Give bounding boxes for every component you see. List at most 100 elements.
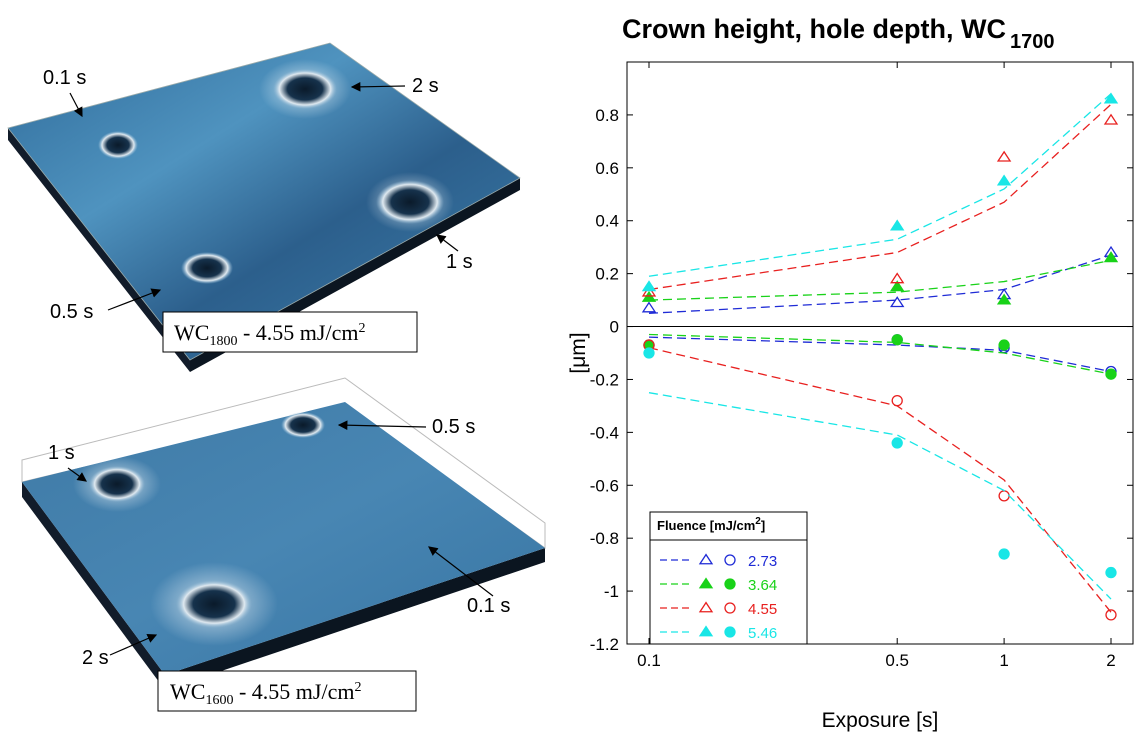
crater-1s	[89, 466, 145, 502]
label-0.5s: 0.5 s	[432, 416, 475, 438]
y-tick-label: 0.8	[595, 106, 619, 125]
caption-bottom: WC1600 - 4.55 mJ/cm2	[170, 679, 361, 708]
series-5.46	[641, 92, 1119, 600]
legend-triangle	[698, 553, 714, 565]
y-tick-label: -1.2	[590, 635, 619, 654]
legend: Fluence [mJ/cm2] 2.73 3.64 4.55 5.46	[649, 511, 808, 645]
crater-0.5s	[181, 252, 233, 284]
crown-point	[641, 280, 657, 292]
surface-top	[8, 43, 520, 360]
crown-point	[641, 285, 657, 297]
surface-side-left	[22, 482, 165, 690]
legend-circle	[724, 602, 736, 614]
legend-label: 2.73	[748, 553, 777, 570]
surface-side-front	[165, 548, 545, 690]
legend-triangle	[698, 601, 714, 613]
hole-point	[1105, 368, 1117, 380]
hole-fit-line	[648, 392, 1112, 600]
legend-label: 4.55	[748, 601, 777, 618]
label-0.1s: 0.1 s	[467, 595, 510, 617]
label-1s: 1 s	[446, 251, 473, 273]
legend-circle	[724, 626, 736, 638]
legend-circle	[724, 578, 736, 590]
y-tick-label: -0.2	[590, 370, 619, 389]
crown-point	[890, 296, 905, 308]
crown-point	[996, 174, 1012, 186]
crown-point	[641, 290, 657, 302]
crown-point	[890, 272, 905, 284]
crown-point	[1103, 113, 1119, 125]
y-tick-label: 0.4	[595, 212, 619, 231]
surface-side-left	[8, 128, 190, 372]
crater-1s	[376, 180, 444, 224]
y-axis-title: [μm]	[567, 332, 590, 373]
caption-top: WC1800 - 4.55 mJ/cm2	[174, 320, 365, 349]
crown-point	[890, 219, 905, 231]
legend-title: Fluence [mJ/cm2]	[657, 516, 765, 533]
crater-2s	[273, 69, 337, 109]
x-tick-label: 2	[1106, 651, 1115, 670]
legend-label: 3.64	[748, 577, 777, 594]
hole-fit-line	[648, 347, 1112, 613]
hole-point	[891, 334, 903, 346]
caption-box-bottom	[157, 670, 417, 712]
hole-point	[643, 347, 655, 359]
y-axis: 0.8 0.6 0.4 0.2 0 -0.2 -0.4 -0.6 -0.8 -1 -1.2	[590, 106, 1133, 654]
crown-fit-line	[648, 259, 1112, 301]
crater-0.1s	[98, 131, 138, 159]
surface-outline	[7, 42, 521, 361]
y-tick-label: 0.6	[595, 159, 619, 178]
hole-fit-line	[648, 333, 1112, 375]
legend-entry: 4.55	[660, 601, 777, 618]
crown-point	[890, 280, 905, 292]
hole-point	[998, 339, 1010, 351]
legend-box	[649, 511, 808, 645]
x-tick-label: 0.5	[885, 651, 909, 670]
y-tick-label: -0.6	[590, 476, 619, 495]
series-layer	[641, 92, 1119, 621]
legend-circle	[724, 554, 736, 566]
x-tick-label: 1	[999, 651, 1008, 670]
surface-top	[22, 402, 545, 675]
chart: Crown height, hole depth, WC 1700 0.80.60…	[567, 14, 1134, 732]
label-0.1s: 0.1 s	[43, 67, 86, 89]
crown-point	[996, 293, 1012, 305]
hole-point	[998, 490, 1010, 502]
chart-title: Crown height, hole depth, WC 1700	[622, 14, 1054, 53]
surface-panel-top: 0.1 s 2 s 1 s 0.5 s WC1800 - 4.55 mJ/cm2	[7, 42, 521, 372]
x-axis-title: Exposure [s]	[822, 709, 939, 732]
x-tick-label: 0.1	[637, 651, 661, 670]
y-tick-label: 0.2	[595, 265, 619, 284]
label-2s: 2 s	[82, 647, 109, 669]
legend-entry: 2.73	[660, 553, 777, 570]
legend-triangle	[698, 625, 714, 637]
crater-0.5s	[281, 412, 325, 438]
caption-box-top	[162, 311, 418, 353]
hole-point	[891, 394, 903, 407]
hole-point	[1105, 566, 1117, 579]
crown-fit-line	[648, 254, 1112, 314]
x-axis: 0.1 0.5 1 2	[637, 62, 1116, 670]
surface-panel-bottom: 1 s 0.5 s 0.1 s 2 s WC1600 - 4.55 mJ/cm2	[21, 377, 546, 712]
plot-frame	[626, 61, 1134, 645]
y-tick-label: -0.4	[590, 423, 619, 442]
legend-label: 5.46	[748, 625, 777, 642]
hole-point	[891, 437, 903, 449]
y-tick-label: -0.8	[590, 529, 619, 548]
crown-fit-line	[648, 103, 1112, 291]
hole-point	[1105, 609, 1117, 621]
crater-2s	[176, 580, 252, 628]
crown-point	[1103, 251, 1119, 263]
hole-point	[998, 548, 1010, 560]
crown-point	[996, 150, 1012, 162]
legend-triangle	[698, 577, 714, 589]
series-3.64	[641, 251, 1119, 380]
crown-point	[641, 301, 657, 313]
series-2.73	[641, 245, 1119, 378]
y-tick-label: -1	[604, 582, 619, 601]
label-2s: 2 s	[412, 75, 439, 97]
y-tick-label: 0	[610, 318, 619, 337]
crown-point	[1103, 92, 1119, 104]
legend-entry: 3.64	[660, 577, 777, 594]
